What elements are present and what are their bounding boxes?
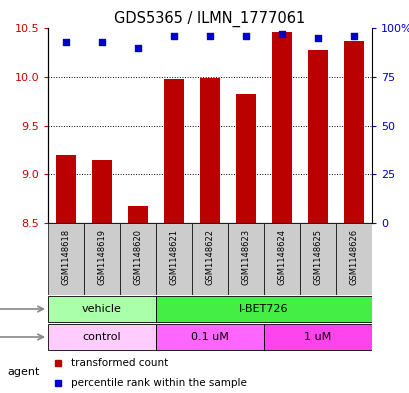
Text: transformed count: transformed count	[70, 358, 168, 368]
Point	[314, 35, 321, 41]
Bar	[200, 78, 219, 223]
Bar	[155, 296, 371, 322]
Text: control: control	[83, 332, 121, 342]
Bar	[299, 223, 335, 295]
Text: I-BET726: I-BET726	[239, 304, 288, 314]
Point	[350, 33, 356, 39]
Bar	[84, 223, 120, 295]
Text: GSM1148624: GSM1148624	[277, 229, 286, 285]
Point	[206, 33, 213, 39]
Text: GSM1148622: GSM1148622	[205, 229, 214, 285]
Bar	[120, 223, 155, 295]
Text: agent: agent	[7, 367, 40, 376]
Bar	[191, 223, 227, 295]
Bar	[164, 79, 184, 223]
Point	[170, 33, 177, 39]
Bar	[307, 50, 327, 223]
Bar	[263, 223, 299, 295]
Bar	[48, 223, 84, 295]
Bar	[335, 223, 371, 295]
Text: 0.1 uM: 0.1 uM	[191, 332, 228, 342]
Text: 1 uM: 1 uM	[303, 332, 331, 342]
Text: vehicle: vehicle	[82, 304, 121, 314]
Bar	[48, 296, 155, 322]
Bar	[48, 323, 155, 351]
Bar	[227, 223, 263, 295]
Point	[63, 39, 69, 45]
Text: GSM1148626: GSM1148626	[348, 229, 357, 285]
Text: GSM1148625: GSM1148625	[313, 229, 322, 285]
Text: GSM1148618: GSM1148618	[61, 229, 70, 285]
Bar	[236, 94, 255, 223]
Text: GSM1148621: GSM1148621	[169, 229, 178, 285]
Title: GDS5365 / ILMN_1777061: GDS5365 / ILMN_1777061	[114, 11, 305, 27]
Bar	[128, 206, 148, 223]
Text: percentile rank within the sample: percentile rank within the sample	[70, 378, 246, 387]
Text: GSM1148620: GSM1148620	[133, 229, 142, 285]
Bar	[155, 223, 191, 295]
Point	[278, 31, 285, 37]
Text: GSM1148623: GSM1148623	[241, 229, 250, 285]
Text: GSM1148619: GSM1148619	[97, 229, 106, 285]
Bar	[272, 32, 291, 223]
Bar	[343, 40, 363, 223]
Bar	[263, 323, 371, 351]
Point	[242, 33, 249, 39]
Bar	[155, 323, 263, 351]
Point	[99, 39, 105, 45]
Bar	[92, 160, 112, 223]
Point	[135, 44, 141, 51]
Bar	[56, 155, 76, 223]
